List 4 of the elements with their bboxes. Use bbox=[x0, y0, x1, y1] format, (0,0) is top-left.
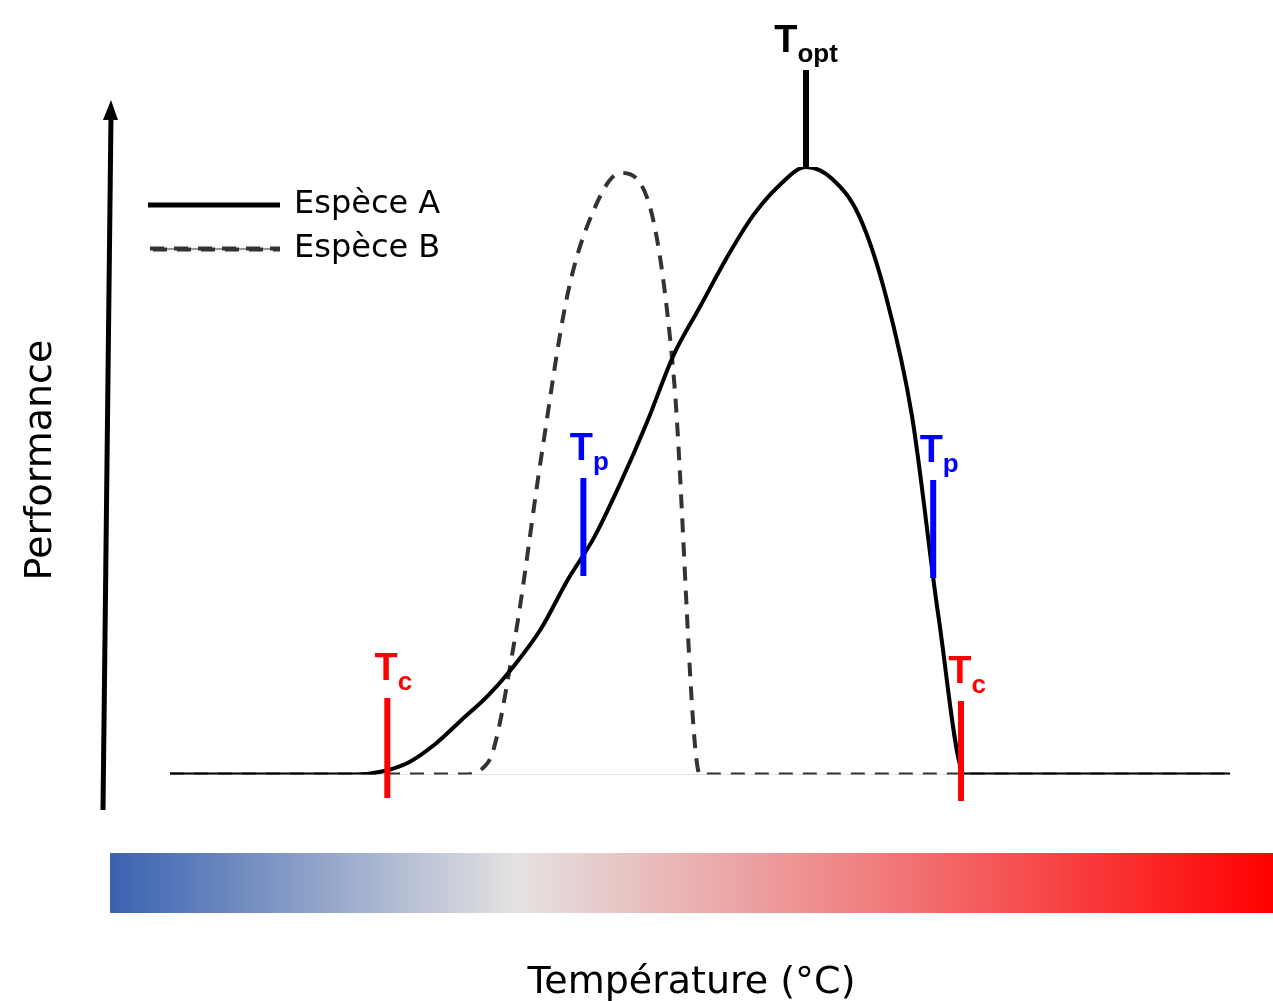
y-axis-title: Performance bbox=[16, 338, 60, 583]
legend-label: Espèce B bbox=[294, 227, 441, 266]
x-axis-title: Température (°C) bbox=[526, 958, 857, 1001]
legend-label: Espèce A bbox=[294, 183, 441, 222]
